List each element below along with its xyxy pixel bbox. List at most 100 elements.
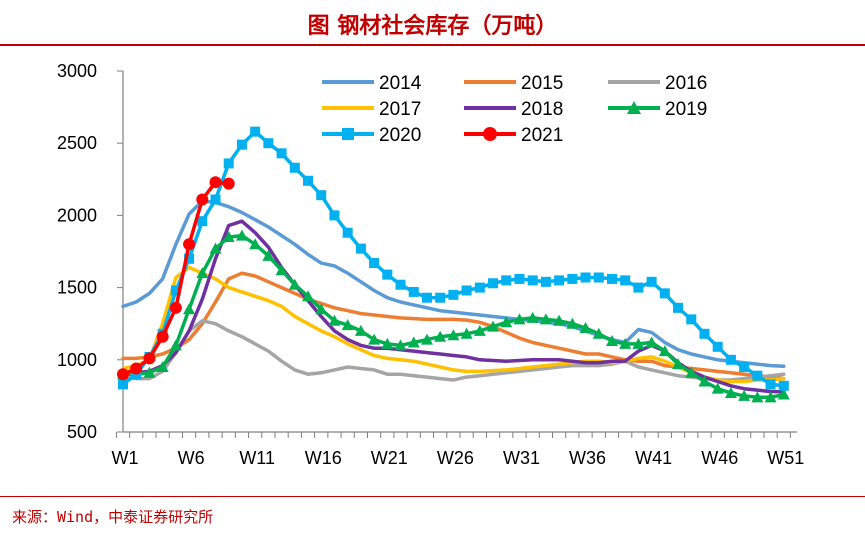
series-2020-point bbox=[355, 243, 366, 254]
series-2019-point bbox=[196, 267, 209, 279]
series-2019-point bbox=[539, 313, 552, 325]
series-2019-point bbox=[672, 358, 685, 370]
legend-label: 2020 bbox=[379, 125, 421, 146]
series-2020-point bbox=[236, 139, 247, 150]
series-2019-point bbox=[473, 324, 486, 336]
series-2019-point bbox=[368, 333, 381, 345]
series-2020-point bbox=[369, 258, 380, 269]
series-2020-point bbox=[448, 289, 459, 300]
series-2020-point bbox=[210, 194, 221, 205]
y-tick-label: 500 bbox=[67, 422, 97, 442]
series-2019-point bbox=[169, 339, 182, 351]
legend-item-2020: 2020 bbox=[322, 125, 421, 146]
series-2019-point bbox=[553, 314, 566, 326]
series-2021-point bbox=[143, 352, 156, 365]
chart-title: 图 钢材社会库存（万吨） bbox=[307, 13, 558, 39]
series-2020-point bbox=[435, 292, 446, 303]
series-2019-point bbox=[407, 336, 420, 348]
series-2018-line bbox=[121, 219, 786, 394]
series-2021-point bbox=[183, 238, 196, 251]
series-2020-point bbox=[699, 328, 710, 339]
series-2020-point bbox=[170, 285, 181, 296]
series-2020-line bbox=[121, 129, 786, 388]
series-2018 bbox=[121, 219, 786, 394]
series-2020-point bbox=[527, 275, 538, 286]
series-2020-point bbox=[778, 380, 789, 391]
series-2019-point bbox=[275, 264, 288, 276]
legend-item-2017: 2017 bbox=[322, 99, 421, 120]
series-2020-point bbox=[263, 138, 274, 149]
legend-label: 2017 bbox=[379, 99, 421, 120]
x-tick-label: W1 bbox=[112, 448, 139, 468]
legend-item-2014: 2014 bbox=[322, 73, 422, 94]
series-2019-point bbox=[500, 316, 513, 328]
series-2020-point bbox=[712, 341, 723, 352]
series-2020-point bbox=[395, 279, 406, 290]
series-2019-point bbox=[566, 317, 579, 329]
y-tick-label: 2000 bbox=[57, 205, 97, 225]
legend-label: 2015 bbox=[521, 73, 563, 94]
series-2019-point bbox=[209, 242, 222, 254]
series-2019-point bbox=[777, 388, 790, 400]
x-tick-label: W6 bbox=[178, 448, 205, 468]
series-2014-line bbox=[121, 199, 786, 369]
series-2019-point bbox=[381, 337, 394, 349]
series-2020-point bbox=[382, 269, 393, 280]
y-tick-label: 1500 bbox=[57, 278, 97, 298]
series-2019-point bbox=[579, 322, 592, 334]
series-2019-point bbox=[420, 333, 433, 345]
series-2020-point bbox=[633, 282, 644, 293]
series-2019-point bbox=[645, 336, 658, 348]
series-2020-point bbox=[250, 126, 261, 137]
series-2014 bbox=[121, 199, 786, 369]
series-2020-point bbox=[197, 216, 208, 227]
series-2019-point bbox=[288, 278, 301, 290]
series-2020-point bbox=[289, 162, 300, 173]
series-2020-point bbox=[276, 148, 287, 159]
series-2020-point bbox=[752, 370, 763, 381]
series-2020-point bbox=[329, 210, 340, 221]
series-2019-point bbox=[627, 101, 641, 114]
series-2017 bbox=[121, 265, 786, 384]
legend-item-2016: 2016 bbox=[608, 73, 707, 94]
series-2019-point bbox=[764, 391, 777, 403]
series-2019-point bbox=[738, 389, 751, 401]
legend-item-2015: 2015 bbox=[464, 73, 563, 94]
series-2020-point bbox=[739, 362, 750, 373]
series-2020-point bbox=[659, 288, 670, 299]
series-2019-point bbox=[354, 324, 367, 336]
series-2019 bbox=[117, 229, 790, 403]
series-2020-point bbox=[580, 272, 591, 283]
y-tick-label: 3000 bbox=[57, 61, 97, 81]
series-2019-point bbox=[302, 290, 315, 302]
title-rule bbox=[0, 44, 865, 46]
series-2020-point bbox=[118, 379, 128, 390]
series-2020-point bbox=[303, 175, 314, 186]
series-2021-point bbox=[196, 193, 209, 206]
series-2020-point bbox=[765, 379, 776, 390]
series-2021-point bbox=[222, 177, 235, 190]
legend-label: 2021 bbox=[521, 125, 563, 146]
steel-inventory-chart: 500 1000 1500 2000 2500 3000 W1 W6 W11 W16 W21 W26 W… bbox=[57, 61, 804, 468]
series-2019-point bbox=[605, 335, 618, 347]
x-tick-label: W31 bbox=[503, 448, 540, 468]
series-2019-point bbox=[711, 382, 724, 394]
series-2019-point bbox=[183, 303, 196, 315]
legend-label: 2018 bbox=[521, 99, 563, 120]
series-2020 bbox=[118, 126, 789, 391]
series-2020-point bbox=[342, 128, 354, 140]
legend-item-2019: 2019 bbox=[608, 99, 707, 120]
axes: 500 1000 1500 2000 2500 3000 W1 W6 W11 W16 W21 W26 W… bbox=[57, 61, 804, 468]
legend-label: 2016 bbox=[665, 73, 707, 94]
series-2020-point bbox=[342, 227, 353, 238]
series-2021-point bbox=[169, 301, 182, 314]
footer-rule bbox=[0, 496, 865, 497]
series-2019-point bbox=[724, 387, 737, 399]
series-2020-point bbox=[673, 302, 684, 313]
series-2019-point bbox=[235, 229, 248, 241]
series-2019-point bbox=[619, 337, 632, 349]
series-2019-line bbox=[121, 233, 786, 400]
series-2019-point bbox=[751, 391, 764, 403]
series-2021-point bbox=[156, 330, 169, 343]
series-2019-point bbox=[658, 345, 671, 357]
